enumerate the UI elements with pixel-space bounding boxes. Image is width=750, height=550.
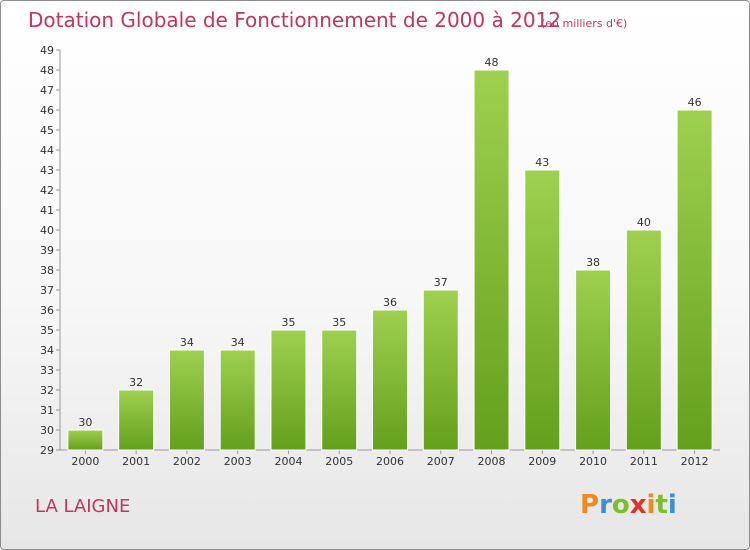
- y-tick-label: 29: [40, 444, 54, 457]
- x-tick-label-2007: 2007: [427, 455, 455, 468]
- x-tick-label-2011: 2011: [630, 455, 658, 468]
- x-tick-label-2003: 2003: [224, 455, 252, 468]
- y-tick-label: 43: [40, 164, 54, 177]
- x-tick-label-2010: 2010: [579, 455, 607, 468]
- value-label-2000: 30: [78, 416, 92, 429]
- x-tick-label-2008: 2008: [478, 455, 506, 468]
- value-label-2008: 48: [485, 56, 499, 69]
- bar-2009: [524, 169, 561, 451]
- value-label-2005: 35: [332, 316, 346, 329]
- x-tick-label-2006: 2006: [376, 455, 404, 468]
- value-label-2007: 37: [434, 276, 448, 289]
- x-tick-label-2001: 2001: [122, 455, 150, 468]
- logo-letter: o: [611, 490, 630, 520]
- x-tick-label-2005: 2005: [325, 455, 353, 468]
- y-tick-label: 37: [40, 284, 54, 297]
- y-tick-label: 31: [40, 404, 54, 417]
- bar-2004: [270, 329, 307, 451]
- y-tick-label: 45: [40, 124, 54, 137]
- y-tick-label: 35: [40, 324, 54, 337]
- logo-letter: t: [655, 490, 668, 520]
- value-label-2002: 34: [180, 336, 194, 349]
- y-tick-label: 42: [40, 184, 54, 197]
- logo-letter: r: [599, 490, 612, 520]
- proxiti-logo[interactable]: Proxiti: [580, 490, 677, 520]
- chart-bars: [67, 69, 713, 451]
- bar-2007: [422, 289, 459, 451]
- chart-title: Dotation Globale de Fonctionnement de 20…: [28, 8, 561, 32]
- y-tick-label: 40: [40, 224, 54, 237]
- bar-2005: [321, 329, 358, 451]
- bar-2006: [372, 309, 408, 451]
- chart-value-labels: 30 32 34 34 35 35 36 37 48 43 38 40 46: [78, 56, 701, 429]
- y-tick-label: 38: [40, 264, 54, 277]
- x-tick-label-2004: 2004: [274, 455, 302, 468]
- y-tick-label: 32: [40, 384, 54, 397]
- bar-2001: [118, 389, 155, 451]
- chart-subtitle: (en milliers d'€): [541, 17, 628, 30]
- y-tick-label: 49: [40, 44, 54, 57]
- y-tick-label: 41: [40, 204, 54, 217]
- bar-2008: [473, 69, 510, 451]
- town-name: LA LAIGNE: [35, 496, 131, 517]
- x-tick-label-2002: 2002: [173, 455, 201, 468]
- bar-2003: [219, 349, 256, 451]
- value-label-2001: 32: [129, 376, 143, 389]
- y-tick-label: 48: [40, 64, 54, 77]
- y-tick-label: 39: [40, 244, 54, 257]
- y-tick-label: 44: [40, 144, 54, 157]
- logo-letter: x: [629, 490, 647, 520]
- y-tick-label: 46: [40, 104, 54, 117]
- bar-2002: [168, 349, 205, 451]
- value-label-2011: 40: [637, 216, 651, 229]
- x-tick-label-2012: 2012: [681, 455, 709, 468]
- value-label-2006: 36: [383, 296, 397, 309]
- bar-2011: [625, 229, 662, 451]
- y-tick-label: 33: [40, 364, 54, 377]
- logo-letter: P: [580, 490, 600, 520]
- value-label-2010: 38: [586, 256, 600, 269]
- logo-letter: i: [646, 490, 656, 520]
- bar-2010: [575, 269, 612, 451]
- value-label-2004: 35: [281, 316, 295, 329]
- y-tick-label: 36: [40, 304, 54, 317]
- value-label-2009: 43: [535, 156, 549, 169]
- y-tick-label: 34: [40, 344, 54, 357]
- value-label-2003: 34: [231, 336, 245, 349]
- y-tick-label: 47: [40, 84, 54, 97]
- x-tick-label-2000: 2000: [71, 455, 99, 468]
- x-tick-label-2009: 2009: [528, 455, 556, 468]
- y-tick-label: 30: [40, 424, 54, 437]
- logo-letter: i: [667, 490, 677, 520]
- bar-2000: [67, 429, 104, 451]
- bar-2012: [676, 109, 713, 451]
- value-label-2012: 46: [688, 96, 702, 109]
